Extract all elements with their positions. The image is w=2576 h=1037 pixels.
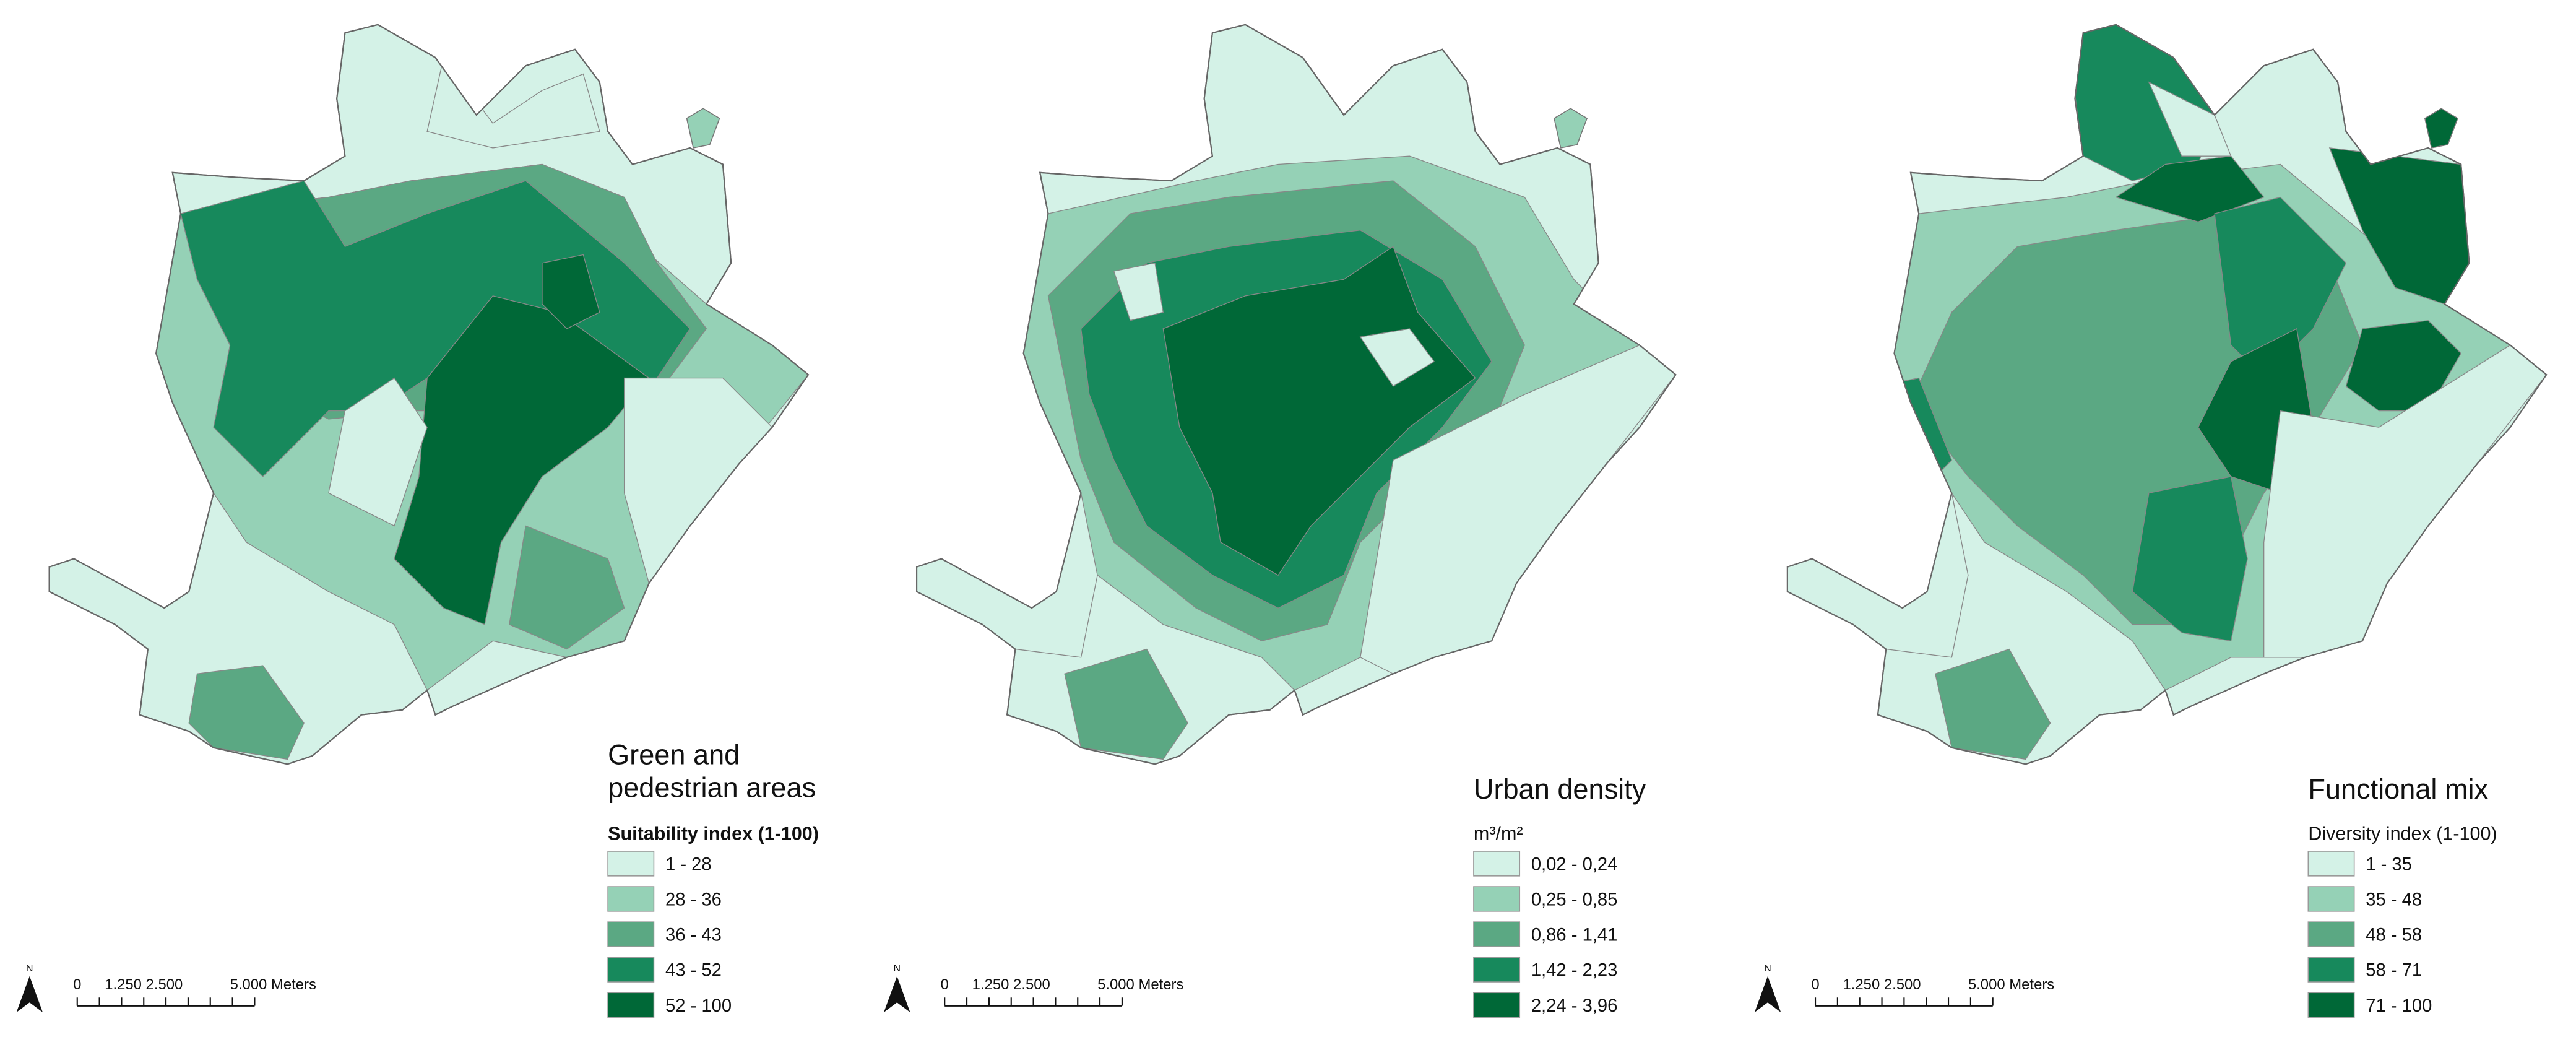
legend-title: Functional mix [2308, 773, 2488, 805]
city-border [916, 24, 1677, 765]
north-label: N [1764, 963, 1771, 974]
legend-label: 43 - 52 [665, 961, 722, 981]
map-panel [48, 24, 810, 765]
district [1113, 262, 1164, 321]
legend-label: 2,24 - 3,96 [1531, 996, 1618, 1016]
district [2148, 81, 2232, 157]
north-arrow [16, 976, 43, 1013]
legend-swatch [2307, 851, 2355, 877]
district [1162, 246, 1476, 576]
scale-label: 5.000 Meters [230, 976, 316, 993]
legend-swatch [607, 992, 655, 1018]
districts [917, 155, 1676, 760]
legend-label: 36 - 43 [665, 926, 722, 945]
scale-label: 5.000 Meters [1097, 976, 1183, 993]
legend-subtitle: Suitability index (1-100) [608, 823, 819, 844]
legend-label: 0,02 - 0,24 [1531, 855, 1618, 875]
district [542, 254, 600, 329]
legend-title: Urban density [1474, 773, 1646, 805]
legend-swatch [607, 886, 655, 912]
legend-swatch [1473, 992, 1521, 1018]
scale-label: 2.500 [146, 976, 183, 993]
north-arrow [884, 976, 910, 1013]
legend-label: 28 - 36 [665, 890, 722, 910]
legend-swatch [2307, 957, 2355, 983]
legend-subtitle: Diversity index (1-100) [2308, 823, 2497, 844]
legend-label: 0,25 - 0,85 [1531, 890, 1618, 910]
scale-label: 5.000 Meters [1968, 976, 2054, 993]
district [328, 377, 428, 527]
legend-swatch [607, 921, 655, 947]
scale-label: 1.250 [1843, 976, 1880, 993]
north-label: N [894, 963, 901, 974]
exclave [2424, 108, 2458, 149]
district [1064, 648, 1188, 760]
scale-label: 0 [941, 976, 949, 993]
legend-label: 1,42 - 2,23 [1531, 961, 1618, 981]
legend-label: 71 - 100 [2366, 996, 2432, 1016]
legend-swatch [2307, 992, 2355, 1018]
legend-swatch [1473, 886, 1521, 912]
legend-swatch [1473, 851, 1521, 877]
north-label: N [26, 963, 33, 974]
legend-swatch [2307, 921, 2355, 947]
district [1935, 648, 2051, 760]
legend-label: 48 - 58 [2366, 926, 2422, 945]
district [2214, 196, 2347, 379]
districts [1787, 24, 2547, 760]
district [2132, 476, 2248, 642]
legend-label: 35 - 48 [2366, 890, 2422, 910]
city-border [1786, 24, 2548, 765]
legend-swatch [1473, 921, 1521, 947]
city-border [48, 24, 810, 765]
district [1787, 493, 1969, 658]
legend-label: 1 - 28 [665, 855, 712, 875]
district [2066, 24, 2215, 181]
district [188, 665, 305, 760]
scale-label: 1.250 [972, 976, 1009, 993]
scale-label: 0 [1811, 976, 1819, 993]
district [426, 56, 600, 149]
scale-label: 0 [73, 976, 81, 993]
map-panel [1786, 24, 2548, 765]
districts [155, 56, 808, 760]
legend-swatch [607, 957, 655, 983]
district [1359, 328, 1435, 387]
district [917, 493, 1098, 658]
scale-label: 2.500 [1013, 976, 1050, 993]
legend-subtitle: m³/m² [1474, 823, 1523, 844]
map-panel [916, 24, 1677, 765]
legend-label: 52 - 100 [665, 996, 732, 1016]
district [2115, 155, 2265, 223]
district [623, 377, 773, 584]
legend-label: 58 - 71 [2366, 961, 2422, 981]
exclave [686, 108, 720, 149]
exclave [1554, 108, 1588, 149]
north-arrow [1754, 976, 1781, 1013]
legend-swatch [2307, 886, 2355, 912]
legend-swatch [607, 851, 655, 877]
legend-label: 0,86 - 1,41 [1531, 926, 1618, 945]
legend-label: 1 - 35 [2366, 855, 2412, 875]
scale-label: 1.250 [105, 976, 142, 993]
legend-title: Green and [608, 739, 740, 770]
scale-label: 2.500 [1884, 976, 1921, 993]
district [509, 525, 625, 650]
legend-swatch [1473, 957, 1521, 983]
legend-title: pedestrian areas [608, 771, 816, 803]
